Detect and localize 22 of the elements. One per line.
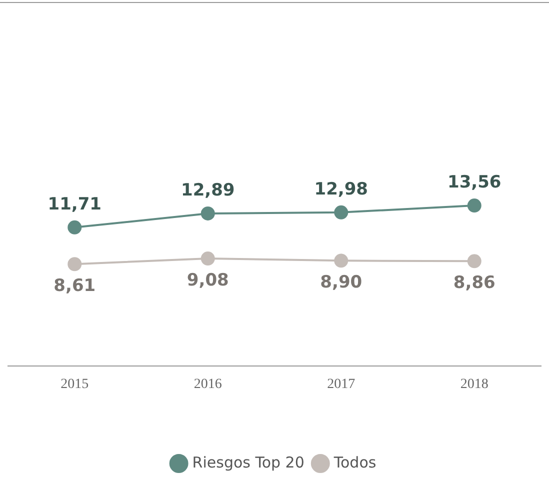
data-label: 13,56 (447, 172, 502, 192)
legend-label: Riesgos Top 20 (192, 453, 304, 472)
point (334, 205, 348, 220)
data-label: 9,08 (186, 270, 229, 290)
data-label: 8,90 (320, 272, 362, 293)
data-label: 12,89 (180, 180, 235, 200)
point (200, 252, 215, 266)
x-tick-label: 2018 (460, 377, 488, 392)
x-tick-label: 2017 (327, 377, 356, 392)
point (68, 220, 82, 234)
point (334, 254, 348, 268)
legend-label: Todos (332, 453, 376, 472)
point (68, 257, 82, 272)
data-label: 8,61 (54, 276, 96, 296)
point (467, 254, 482, 268)
point (467, 198, 482, 213)
x-tick-label: 2015 (60, 377, 89, 392)
data-label: 12,98 (314, 179, 368, 200)
point (200, 206, 215, 220)
data-label: 8,86 (453, 273, 496, 294)
x-tick-label: 2016 (194, 377, 222, 392)
data-label: 11,71 (48, 194, 102, 214)
